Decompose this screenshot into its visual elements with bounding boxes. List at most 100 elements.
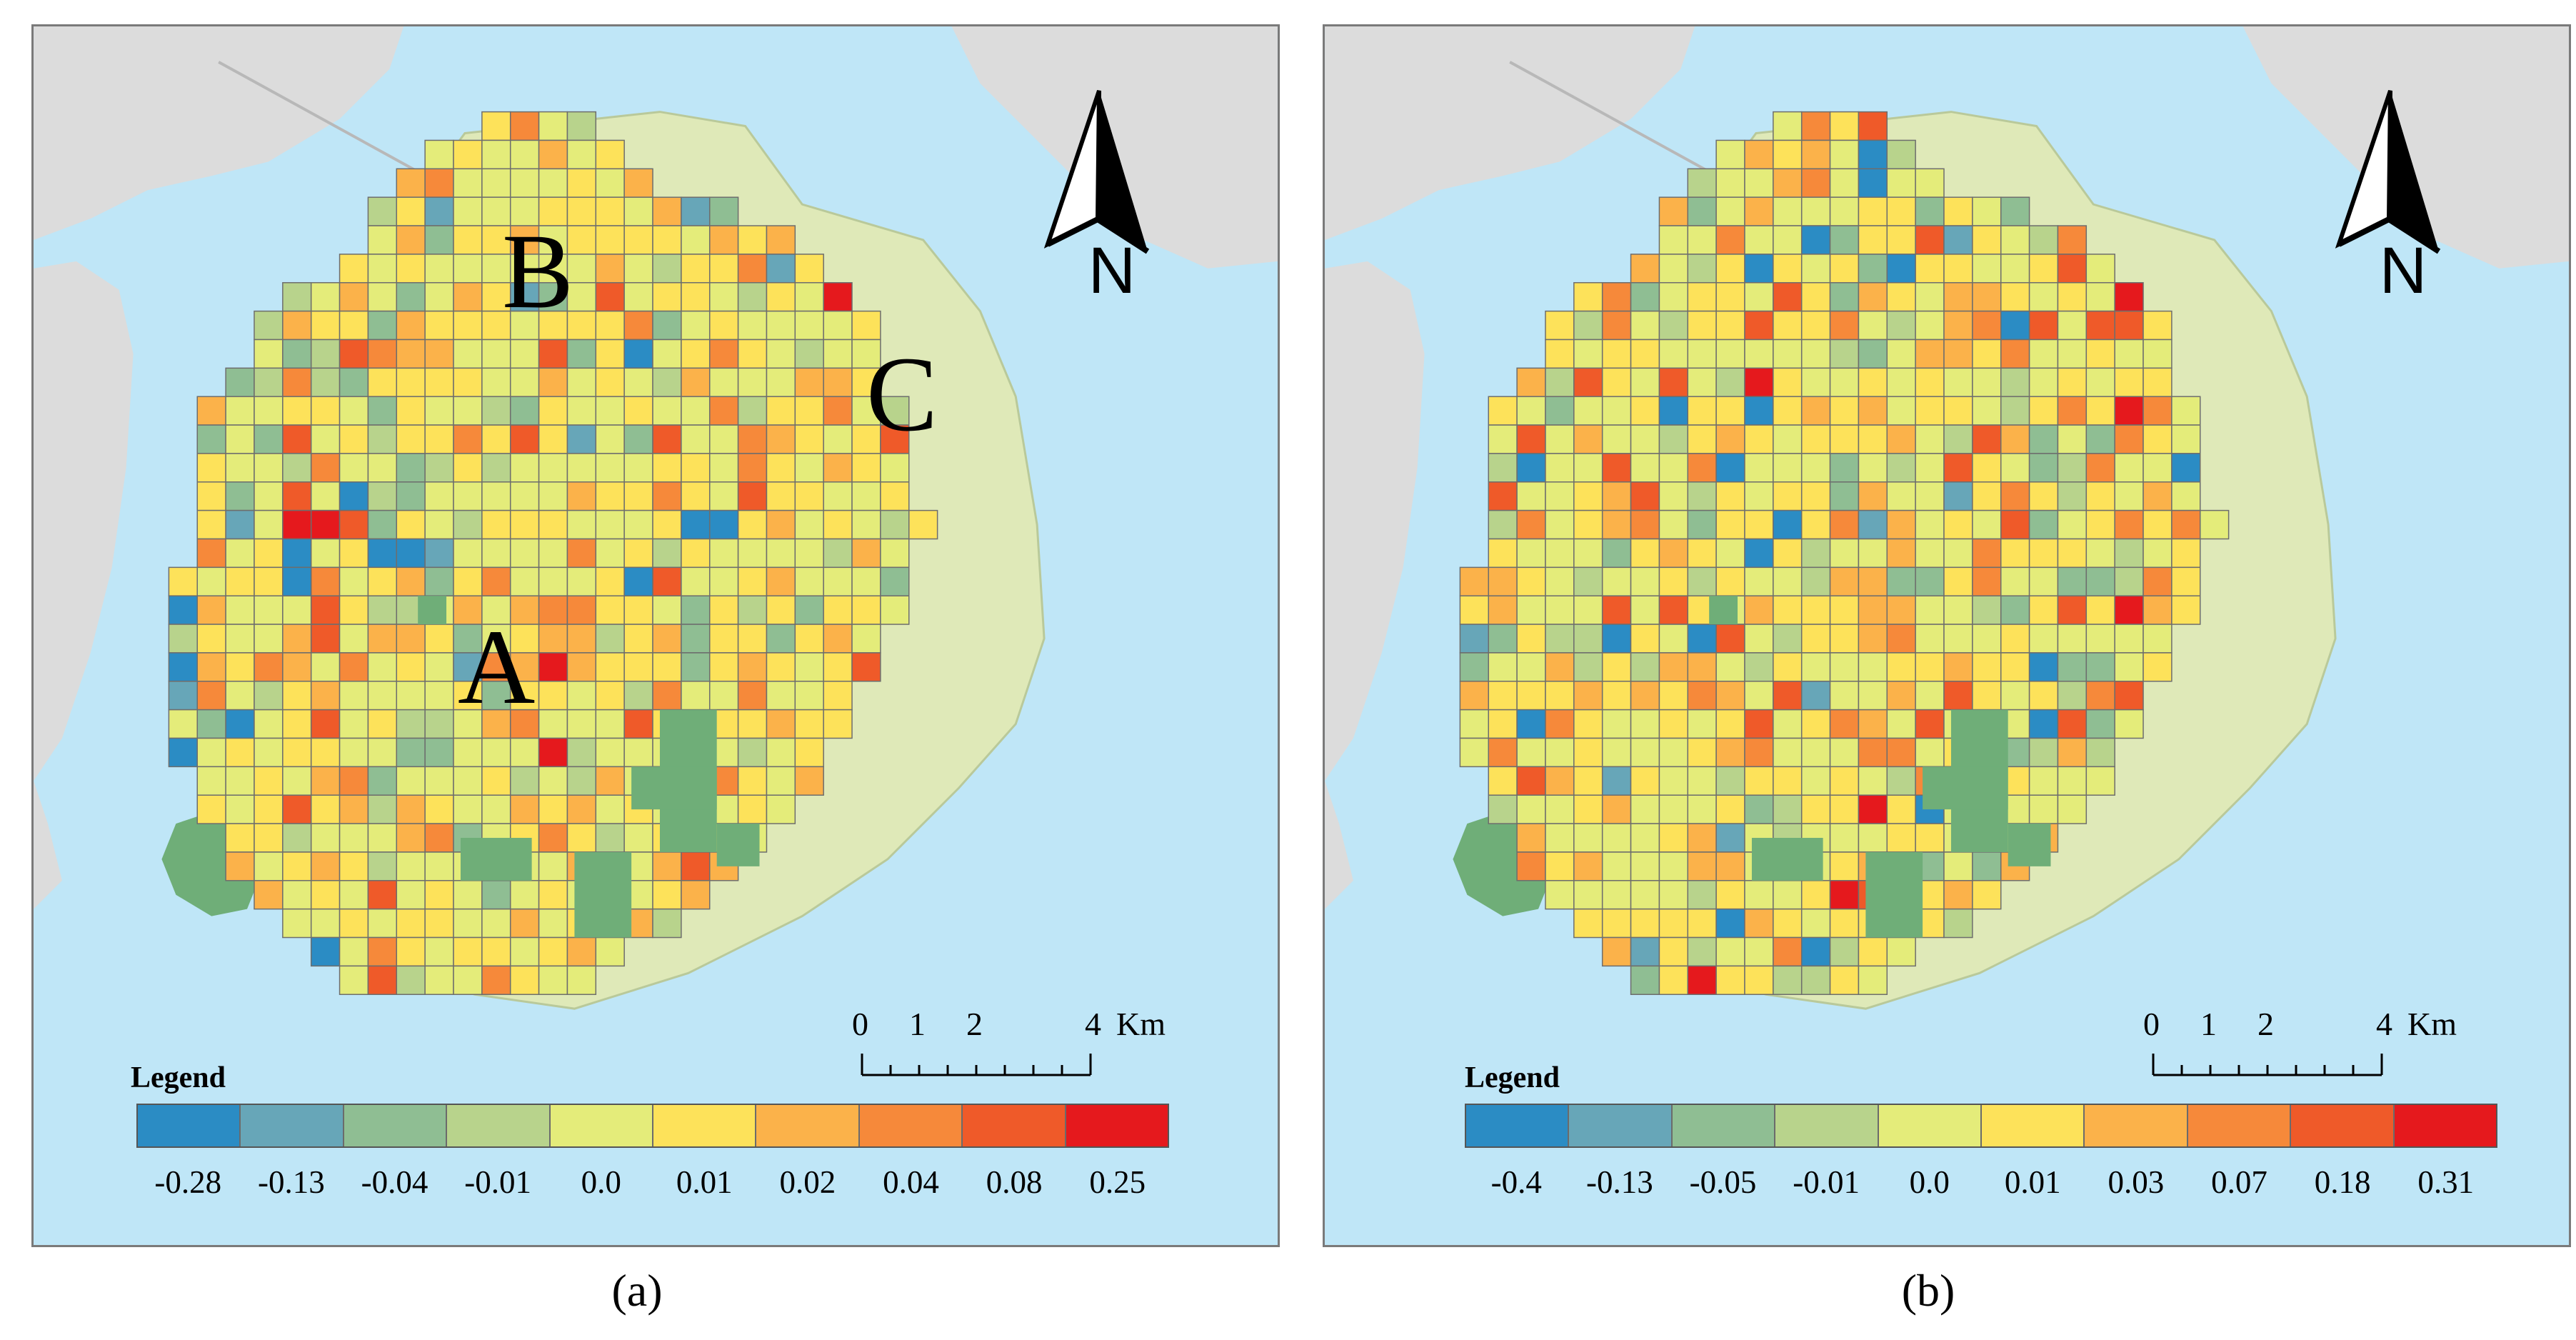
grid-cell	[367, 794, 398, 824]
grid-cell	[225, 595, 255, 625]
grid-cell	[681, 509, 711, 540]
grid-cell	[652, 225, 682, 255]
grid-cell	[225, 367, 255, 397]
grid-cell	[1744, 908, 1774, 939]
grid-cell	[1488, 538, 1518, 569]
grid-cell	[481, 538, 511, 569]
grid-cell	[1773, 794, 1803, 824]
grid-cell	[652, 851, 682, 881]
grid-cell	[1972, 196, 2002, 226]
grid-cell	[2200, 509, 2230, 540]
grid-cell	[1715, 310, 1745, 341]
grid-cell	[453, 168, 483, 198]
grid-cell	[1516, 652, 1546, 682]
grid-cell	[1915, 367, 1945, 397]
grid-cell	[2057, 538, 2088, 569]
grid-cell	[652, 424, 682, 454]
grid-cell	[652, 681, 682, 711]
grid-cell	[1459, 595, 1490, 625]
grid-cell	[708, 254, 739, 284]
grid-cell	[1915, 681, 1945, 711]
grid-cell	[481, 453, 511, 483]
grid-cell	[1488, 396, 1518, 426]
grid-cell	[566, 624, 597, 654]
grid-cell	[424, 367, 454, 397]
grid-cell	[396, 908, 426, 939]
grid-cell	[310, 681, 341, 711]
grid-cell	[1630, 424, 1660, 454]
grid-cell	[623, 595, 653, 625]
grid-cell	[396, 851, 426, 881]
scale-label-1: 1	[2200, 1006, 2217, 1042]
grid-cell	[623, 396, 653, 426]
grid-cell	[1459, 624, 1490, 654]
grid-cell	[1658, 709, 1689, 739]
grid-cell	[339, 709, 369, 739]
grid-cell	[1800, 709, 1831, 739]
grid-cell	[254, 538, 284, 569]
land-southwest	[1325, 781, 1353, 909]
grid-cell	[1773, 737, 1803, 768]
grid-cell	[282, 453, 312, 483]
grid-cell	[424, 396, 454, 426]
grid-cell	[2143, 310, 2172, 341]
grid-cell	[509, 908, 540, 939]
grid-cell	[1829, 624, 1860, 654]
grid-cell	[1545, 880, 1575, 910]
legend-label-0: -0.4	[1490, 1164, 1542, 1200]
grid-cell	[2171, 509, 2201, 540]
grid-cell	[766, 310, 796, 341]
grid-cell	[652, 310, 682, 341]
grid-cell	[339, 566, 369, 596]
grid-cell	[595, 766, 625, 796]
scale-label-0: 0	[852, 1006, 868, 1042]
grid-cell	[2057, 339, 2088, 369]
grid-cell	[396, 566, 426, 596]
grid-cell	[2000, 453, 2030, 483]
grid-cell	[1488, 453, 1518, 483]
grid-cell	[794, 424, 824, 454]
grid-cell	[2114, 424, 2144, 454]
grid-cell	[453, 281, 483, 312]
grid-cell	[2114, 709, 2144, 739]
grid-cell	[1687, 509, 1717, 540]
legend-label-7: 0.07	[2211, 1164, 2267, 1200]
grid-cell	[367, 624, 398, 654]
grid-cell	[1658, 225, 1689, 255]
grid-cell	[1630, 624, 1660, 654]
grid-cell	[1545, 709, 1575, 739]
grid-cell	[1886, 595, 1916, 625]
grid-cell	[396, 168, 426, 198]
grid-cell	[1773, 310, 1803, 341]
grid-cell	[225, 709, 255, 739]
grid-cell	[2085, 681, 2115, 711]
grid-cell	[1687, 310, 1717, 341]
grid-cell	[254, 794, 284, 824]
grid-cell	[2057, 652, 2088, 682]
scale-label-1: 1	[909, 1006, 926, 1042]
scale-label-2: 2	[2257, 1006, 2274, 1042]
grid-cell	[1630, 310, 1660, 341]
grid-cell	[339, 908, 369, 939]
grid-cell	[196, 652, 226, 682]
grid-cell	[481, 196, 511, 226]
grid-cell	[1829, 566, 1860, 596]
grid-cell	[1715, 794, 1745, 824]
grid-cell	[681, 453, 711, 483]
grid-cell	[1488, 424, 1518, 454]
grid-cell	[623, 737, 653, 768]
grid-cell	[1459, 737, 1490, 768]
grid-cell	[339, 936, 369, 967]
grid-cell	[367, 196, 398, 226]
grid-cell	[1488, 624, 1518, 654]
grid-cell	[794, 624, 824, 654]
grid-cell	[538, 538, 568, 569]
grid-cell	[1744, 139, 1774, 170]
grid-cell	[254, 766, 284, 796]
grid-cell	[1886, 766, 1916, 796]
grid-cell	[481, 624, 511, 654]
grid-cell	[396, 367, 426, 397]
grid-cell	[766, 225, 796, 255]
grid-cell	[367, 509, 398, 540]
grid-cell	[1773, 880, 1803, 910]
